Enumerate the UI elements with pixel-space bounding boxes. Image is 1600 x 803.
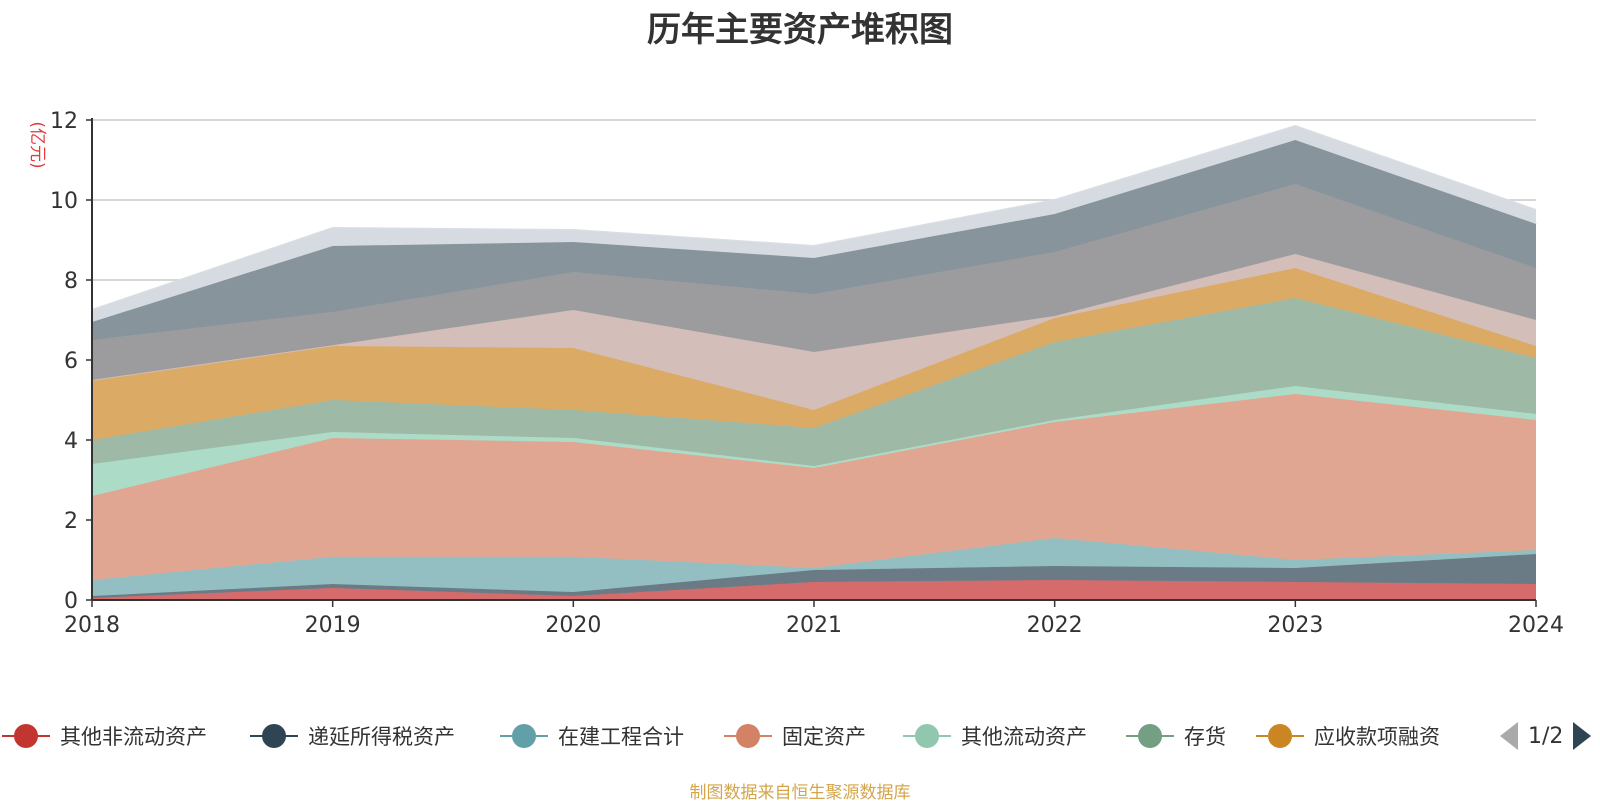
area-series-0[interactable]: [92, 580, 1536, 600]
legend-label: 固定资产: [782, 725, 866, 749]
y-tick-label: 4: [64, 429, 78, 454]
area-series-1[interactable]: [92, 554, 1536, 598]
legend-marker-icon: [724, 723, 772, 749]
x-tick-label: 2024: [1508, 613, 1564, 638]
legend-label: 其他非流动资产: [60, 725, 207, 749]
y-tick-label: 0: [64, 589, 78, 614]
y-tick-label: 2: [64, 509, 78, 534]
x-tick-label: 2019: [305, 613, 361, 638]
axes: 0 2 4 6 8 10 12 2018 2019 2020 2021 2022 2023 2024: [50, 109, 1564, 638]
y-tick-label: 10: [50, 189, 78, 214]
legend-item[interactable]: 递延所得税资产: [250, 716, 455, 756]
area-series-8[interactable]: [92, 184, 1536, 380]
y-axis-unit-label: (亿元): [27, 121, 47, 168]
area-series-7[interactable]: [92, 254, 1536, 410]
legend-marker-icon: [500, 723, 548, 749]
area-series-2[interactable]: [92, 538, 1536, 596]
legend-label: 递延所得税资产: [308, 725, 455, 749]
x-tick-label: 2021: [786, 613, 842, 638]
area-series-9[interactable]: [92, 140, 1536, 340]
legend-label: 其他流动资产: [961, 725, 1087, 749]
legend-marker-icon: [250, 723, 298, 749]
chart-title: 历年主要资产堆积图: [647, 10, 953, 50]
y-tick-label: 8: [64, 269, 78, 294]
legend-item[interactable]: 应收款项融资: [1256, 716, 1440, 756]
area-series-group: [91, 124, 1537, 600]
legend-item[interactable]: 固定资产: [724, 716, 866, 756]
area-series-edge-10: [91, 124, 1537, 311]
x-tick-label: 2020: [545, 613, 601, 638]
x-tick-label: 2018: [64, 613, 120, 638]
y-tick-label: 12: [50, 109, 78, 134]
stacked-area-chart: 0 2 4 6 8 10 12 2018 2019 2020 2021 2022 2023 2024 (亿…: [27, 109, 1564, 638]
legend-page-indicator: 1/2: [1528, 723, 1564, 749]
x-tick-label: 2023: [1267, 613, 1323, 638]
legend-label: 在建工程合计: [558, 725, 684, 749]
area-series-5[interactable]: [92, 298, 1536, 466]
legend-marker-icon: [903, 723, 951, 749]
legend-marker-icon: [2, 723, 50, 749]
area-series-10[interactable]: [92, 126, 1536, 322]
legend-prev-page-icon[interactable]: [1500, 722, 1518, 750]
legend-item[interactable]: 在建工程合计: [500, 716, 684, 756]
legend-label: 应收款项融资: [1314, 725, 1440, 749]
legend-marker-icon: [1256, 723, 1304, 749]
y-tick-label: 6: [64, 349, 78, 374]
legend-marker-icon: [1126, 723, 1174, 749]
legend-next-page-icon[interactable]: [1573, 722, 1592, 750]
legend-pager: 1/2: [1500, 716, 1592, 756]
legend-item[interactable]: 其他非流动资产: [2, 716, 207, 756]
legend: 其他非流动资产 递延所得税资产 在建工程合计 固定资产 其他流动资产 存货 应收款项融资: [0, 716, 1600, 756]
legend-item[interactable]: 其他流动资产: [903, 716, 1087, 756]
legend-label: 存货: [1184, 725, 1226, 749]
source-note: 制图数据来自恒生聚源数据库: [689, 783, 911, 803]
area-series-6[interactable]: [92, 268, 1536, 440]
x-tick-label: 2022: [1027, 613, 1083, 638]
legend-item[interactable]: 存货: [1126, 716, 1226, 756]
